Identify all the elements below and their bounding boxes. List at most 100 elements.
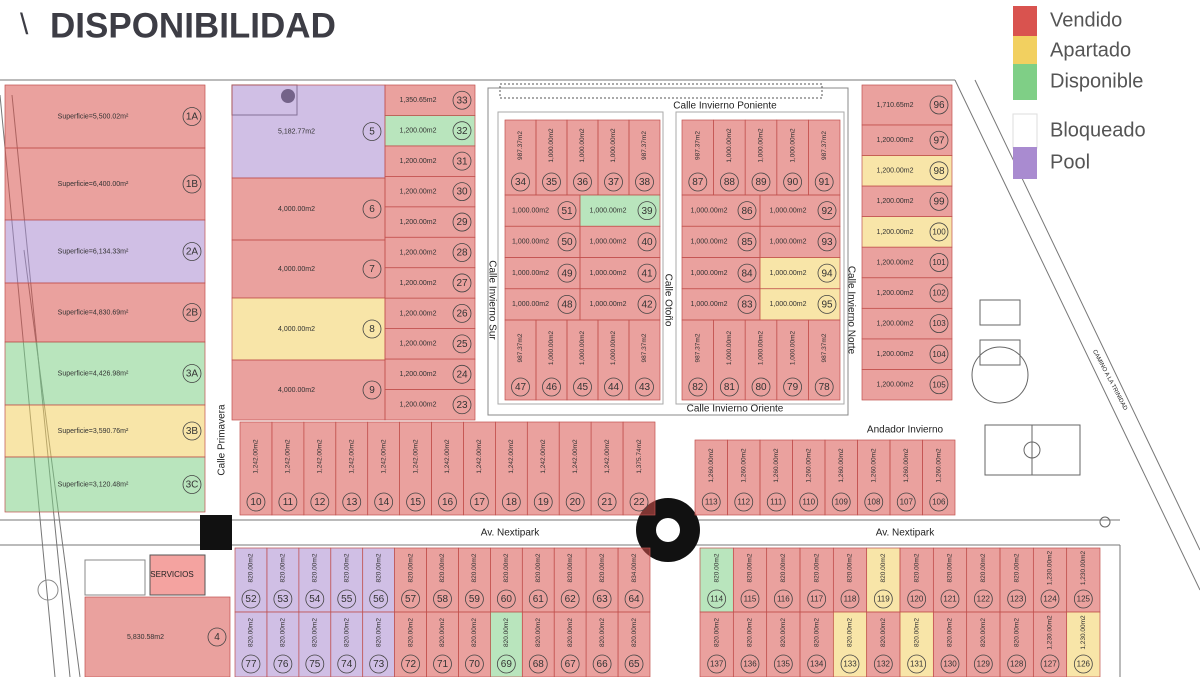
lot-number: 66 bbox=[597, 659, 609, 670]
lot-area bbox=[399, 421, 432, 516]
lot: 13 1,242.00m2 bbox=[335, 421, 369, 516]
lot-number: 58 bbox=[437, 594, 449, 605]
lot-number: 84 bbox=[741, 268, 753, 279]
lot-size: 5,182.77m2 bbox=[278, 128, 315, 135]
lot-size: 1,242.00m2 bbox=[572, 439, 579, 474]
lot-number: 55 bbox=[341, 594, 353, 605]
lot-number: 72 bbox=[405, 659, 417, 670]
lot: 112 1,260.00m2 bbox=[727, 439, 761, 516]
lot-number: 96 bbox=[933, 100, 945, 111]
lot-number-circle bbox=[929, 283, 949, 303]
lot-number-circle bbox=[182, 475, 202, 494]
lot-area bbox=[579, 225, 661, 258]
lot-number: 105 bbox=[932, 380, 946, 389]
lot: 113 1,260.00m2 bbox=[694, 439, 728, 516]
lot-number: 78 bbox=[819, 382, 831, 393]
lot: 83 1,000.00m2 bbox=[681, 288, 761, 321]
lot-size: 820.00m2 bbox=[280, 553, 287, 582]
lot-area bbox=[861, 277, 953, 309]
lot-size: 820.00m2 bbox=[747, 618, 754, 647]
lot-number-circle bbox=[470, 492, 489, 512]
lot-size: 987.37m2 bbox=[821, 333, 828, 362]
lot-size: 820.00m2 bbox=[280, 618, 287, 647]
lot-size: 1,000.00m2 bbox=[512, 239, 549, 246]
lot-area bbox=[84, 596, 231, 677]
lot-number: 63 bbox=[597, 594, 609, 605]
lot: 25 1,200.00m2 bbox=[384, 328, 476, 360]
lot-number: 92 bbox=[821, 206, 833, 217]
lot-number-circle bbox=[720, 172, 739, 192]
lot-area bbox=[1066, 611, 1101, 677]
lot: 133 820.00m2 bbox=[832, 611, 868, 677]
lot-number: 42 bbox=[641, 300, 653, 311]
lot-number: 88 bbox=[724, 177, 736, 188]
lot: 34 987.37m2 bbox=[504, 119, 537, 196]
lot: 20 1,242.00m2 bbox=[558, 421, 592, 516]
lot-number-circle bbox=[929, 253, 949, 272]
lot-number: 41 bbox=[641, 268, 653, 279]
lot-size: 1,200.00m2 bbox=[877, 168, 914, 175]
lot-number: 9 bbox=[369, 385, 375, 396]
lot: 109 1,260.00m2 bbox=[824, 439, 858, 516]
lot-size: 1,260.00m2 bbox=[935, 448, 942, 483]
lot: 62 820.00m2 bbox=[553, 547, 587, 613]
lot-area bbox=[384, 176, 476, 208]
lot-number: 111 bbox=[770, 498, 783, 507]
lot: 84 1,000.00m2 bbox=[681, 257, 761, 290]
lot: 104 1,200.00m2 bbox=[861, 338, 953, 370]
lot: 135 820.00m2 bbox=[766, 611, 801, 677]
lot: 2A Superficie=6,134.33m² bbox=[4, 219, 206, 284]
lot-area bbox=[394, 611, 427, 677]
lot-area bbox=[776, 119, 809, 196]
lot: 94 1,000.00m2 bbox=[759, 257, 841, 290]
lot: 36 1,000.00m2 bbox=[566, 119, 599, 196]
lot-area bbox=[861, 155, 953, 187]
lot: 105 1,200.00m2 bbox=[861, 369, 953, 401]
lot-number: 35 bbox=[546, 177, 558, 188]
lot-number-circle bbox=[362, 122, 382, 141]
lot: 23 1,200.00m2 bbox=[384, 389, 476, 421]
lot-size: 820.00m2 bbox=[747, 553, 754, 582]
lot-number-circle bbox=[831, 492, 851, 512]
lot-area bbox=[744, 119, 778, 196]
lot-area bbox=[585, 611, 619, 677]
lot-number: 7 bbox=[369, 264, 375, 275]
lot-number: 97 bbox=[933, 135, 945, 146]
lot: 39 1,000.00m2 bbox=[579, 194, 661, 227]
lot: 38 987.37m2 bbox=[628, 119, 661, 196]
lot: 57 820.00m2 bbox=[394, 547, 427, 613]
lot-number: 13 bbox=[346, 497, 358, 508]
lot-area bbox=[617, 547, 651, 613]
lot-number: 52 bbox=[245, 594, 257, 605]
lot-area bbox=[799, 611, 834, 677]
lot: 117 820.00m2 bbox=[799, 547, 834, 613]
lot-size: 1,000.00m2 bbox=[590, 207, 627, 214]
lot-number-circle bbox=[337, 654, 357, 674]
lot: 81 1,000.00m2 bbox=[713, 319, 746, 401]
lot-area bbox=[732, 611, 768, 677]
lot: 96 1,710.65m2 bbox=[861, 84, 953, 126]
lot-area bbox=[298, 611, 332, 677]
lot-number: 77 bbox=[245, 659, 257, 670]
lot-size: 820.00m2 bbox=[913, 618, 920, 647]
lot: 19 1,242.00m2 bbox=[526, 421, 560, 516]
lot-number-circle bbox=[369, 654, 389, 674]
lot-number: 53 bbox=[277, 594, 289, 605]
lot-number: 36 bbox=[577, 177, 589, 188]
lot: 63 820.00m2 bbox=[585, 547, 619, 613]
lot-size: 4,000.00m2 bbox=[278, 206, 315, 213]
lot-number-circle bbox=[907, 654, 927, 674]
lot: 67 820.00m2 bbox=[553, 611, 587, 677]
lot-number: 8 bbox=[369, 324, 375, 335]
lot-number: 135 bbox=[777, 660, 791, 669]
lot-number-circle bbox=[734, 492, 754, 512]
lot-number: 112 bbox=[737, 498, 750, 507]
lot-number: 70 bbox=[469, 659, 481, 670]
lot-number-circle bbox=[751, 377, 771, 397]
lot-number-circle bbox=[278, 492, 298, 512]
lot: 124 1,230.00m2 bbox=[1032, 547, 1068, 613]
lot-number: 49 bbox=[561, 268, 573, 279]
lot-number-circle bbox=[542, 172, 561, 192]
lot-area bbox=[727, 439, 761, 516]
